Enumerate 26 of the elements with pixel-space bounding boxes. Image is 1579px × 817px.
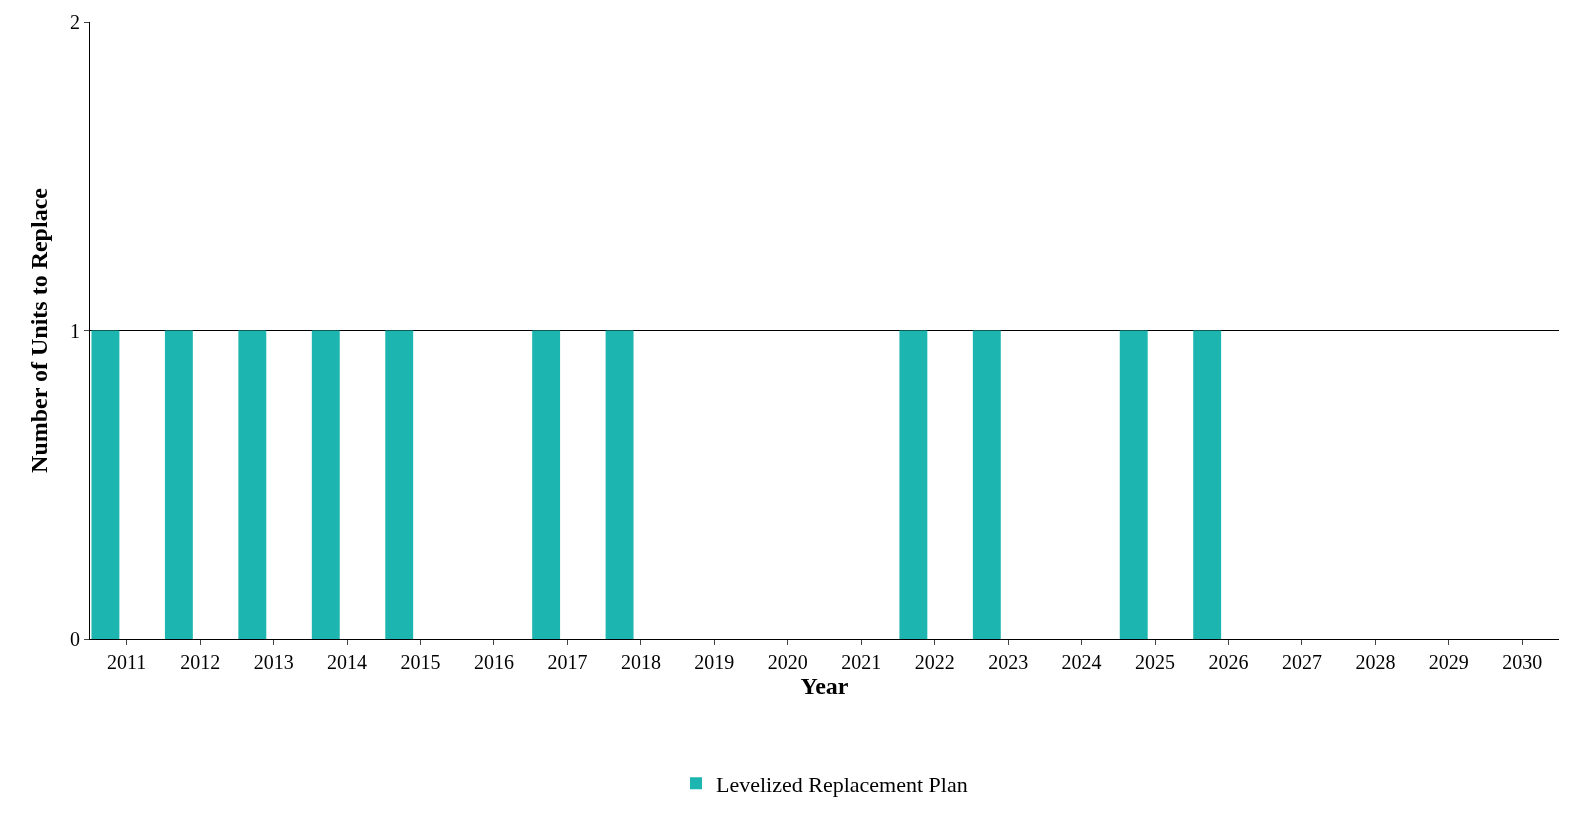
x-tick-label: 2020: [767, 651, 808, 673]
x-tick-label: 2026: [1208, 651, 1249, 673]
y-tick-label: 0: [70, 628, 80, 650]
x-tick-label: 2025: [1135, 651, 1176, 673]
y-axis-title: Number of Units to Replace: [26, 187, 53, 473]
x-tick-label: 2024: [1061, 651, 1102, 673]
x-tick-label: 2015: [400, 651, 441, 673]
x-axis-title: Year: [800, 673, 849, 700]
x-tick-label: 2023: [988, 651, 1029, 673]
x-tick-label: 2016: [473, 651, 514, 673]
x-tick-label: 2022: [914, 651, 955, 673]
y-tick-label: 2: [70, 11, 80, 33]
x-tick-label: 2011: [107, 651, 147, 673]
x-tick-label: 2017: [547, 651, 588, 673]
x-tick-label: 2019: [694, 651, 735, 673]
x-tick-label: 2029: [1428, 651, 1469, 673]
x-tick-label: 2028: [1355, 651, 1396, 673]
x-tick-label: 2030: [1502, 651, 1543, 673]
legend-label: Levelized Replacement Plan: [716, 771, 968, 797]
x-tick-label: 2018: [620, 651, 661, 673]
x-tick-label: 2012: [180, 651, 221, 673]
x-tick-label: 2013: [253, 651, 294, 673]
x-tick-label: 2021: [841, 651, 882, 673]
x-tick-label: 2027: [1281, 651, 1322, 673]
x-tick-label: 2014: [327, 651, 368, 673]
y-tick-label: 1: [70, 319, 80, 342]
